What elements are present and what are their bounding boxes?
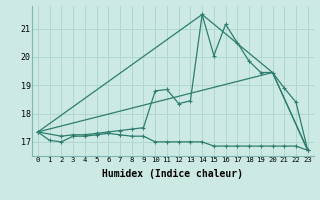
X-axis label: Humidex (Indice chaleur): Humidex (Indice chaleur) <box>102 169 243 179</box>
